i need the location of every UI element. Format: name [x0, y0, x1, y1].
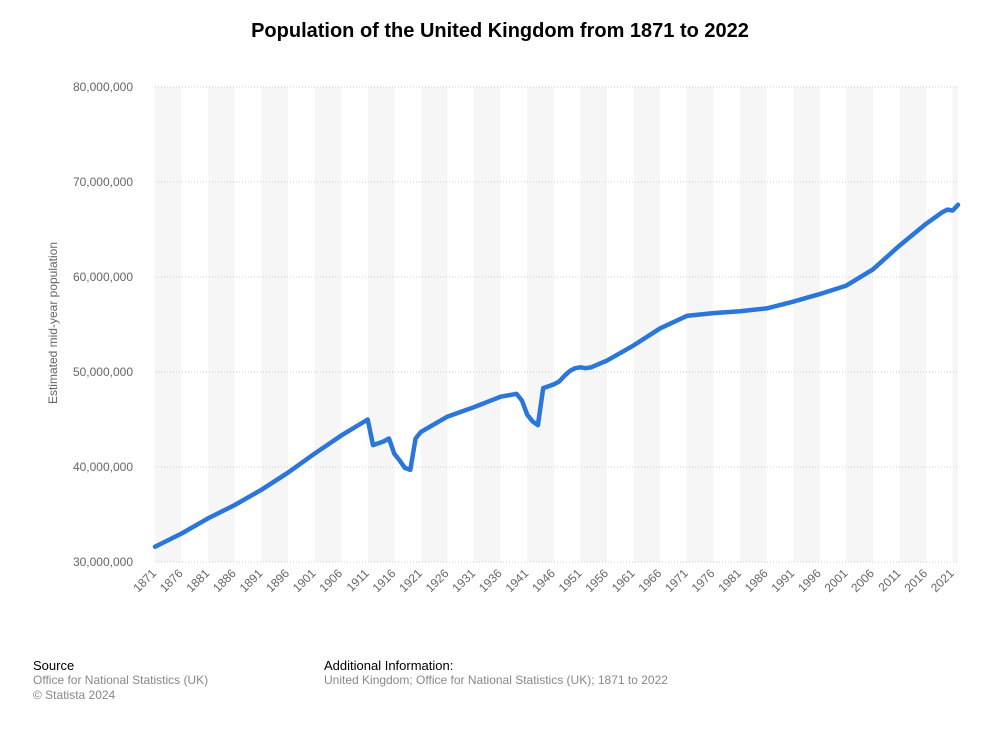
x-tick-label: 1876 — [157, 566, 186, 595]
x-tick-label: 1891 — [237, 566, 266, 595]
background-band — [793, 87, 820, 562]
y-axis-label: Estimated mid-year population — [46, 242, 60, 404]
x-tick-label: 1946 — [529, 566, 558, 595]
additional-info-block: Additional Information: United Kingdom; … — [324, 658, 668, 688]
x-tick-label: 1886 — [210, 566, 239, 595]
background-band — [314, 87, 342, 562]
y-tick-label: 70,000,000 — [73, 175, 133, 189]
population-series-line — [152, 202, 961, 550]
x-axis-ticks: 1871187618811886189118961901190619111916… — [130, 566, 957, 595]
gridlines — [155, 86, 958, 563]
y-tick-label: 60,000,000 — [73, 270, 133, 284]
background-band — [739, 87, 767, 562]
background-band — [846, 87, 873, 562]
x-tick-label: 2006 — [848, 566, 877, 595]
background-bands — [155, 87, 958, 562]
x-tick-label: 1986 — [742, 566, 771, 595]
background-band — [952, 87, 958, 562]
background-band — [208, 87, 235, 562]
chart-title: Population of the United Kingdom from 18… — [251, 20, 749, 42]
x-tick-label: 1931 — [449, 566, 478, 595]
x-tick-label: 1911 — [344, 566, 372, 594]
x-tick-label: 1971 — [662, 566, 691, 595]
y-tick-label: 30,000,000 — [73, 555, 133, 569]
source-line[interactable]: Office for National Statistics (UK) — [33, 673, 209, 687]
y-axis-ticks: 30,000,000 40,000,000 50,000,000 60,000,000… — [73, 80, 133, 569]
x-tick-label: 1871 — [130, 566, 159, 595]
copyright-line: © Statista 2024 — [33, 688, 116, 702]
background-band — [474, 87, 501, 562]
background-band — [686, 87, 714, 562]
y-tick-label: 50,000,000 — [73, 365, 133, 379]
background-band — [580, 87, 608, 562]
x-tick-label: 1961 — [609, 566, 638, 595]
x-tick-label: 2016 — [901, 566, 930, 595]
x-tick-label: 1951 — [556, 566, 585, 595]
x-tick-label: 1916 — [370, 566, 399, 595]
background-band — [420, 87, 448, 562]
x-tick-label: 1936 — [476, 566, 505, 595]
source-heading: Source — [33, 658, 75, 673]
x-tick-label: 1941 — [503, 566, 532, 595]
background-band — [261, 87, 288, 562]
x-tick-label: 1926 — [423, 566, 452, 595]
x-tick-label: 2011 — [875, 566, 903, 594]
x-tick-label: 1881 — [184, 566, 213, 595]
x-tick-label: 1896 — [263, 566, 292, 595]
background-band — [633, 87, 661, 562]
x-tick-label: 1996 — [795, 566, 824, 595]
chart-area: 30,000,000 40,000,000 50,000,000 60,000,000… — [46, 80, 961, 595]
y-tick-label: 80,000,000 — [73, 80, 133, 94]
x-tick-label: 1901 — [290, 566, 319, 595]
source-block: Source Office for National Statistics (U… — [33, 658, 208, 703]
x-tick-label: 1906 — [316, 566, 345, 595]
x-tick-label: 1976 — [689, 566, 718, 595]
additional-info-line: United Kingdom; Office for National Stat… — [324, 673, 668, 687]
x-tick-label: 1966 — [636, 566, 665, 595]
background-band — [367, 87, 395, 562]
x-tick-label: 1921 — [396, 566, 425, 595]
y-tick-label: 40,000,000 — [73, 460, 133, 474]
background-band — [527, 87, 554, 562]
additional-info-heading: Additional Information: — [324, 658, 454, 673]
x-tick-label: 1981 — [715, 566, 744, 595]
x-tick-label: 2001 — [822, 566, 851, 595]
background-band — [155, 87, 182, 562]
x-tick-label: 1956 — [582, 566, 611, 595]
x-tick-label: 2021 — [928, 566, 957, 595]
x-tick-label: 1991 — [768, 566, 797, 595]
background-band — [899, 87, 927, 562]
